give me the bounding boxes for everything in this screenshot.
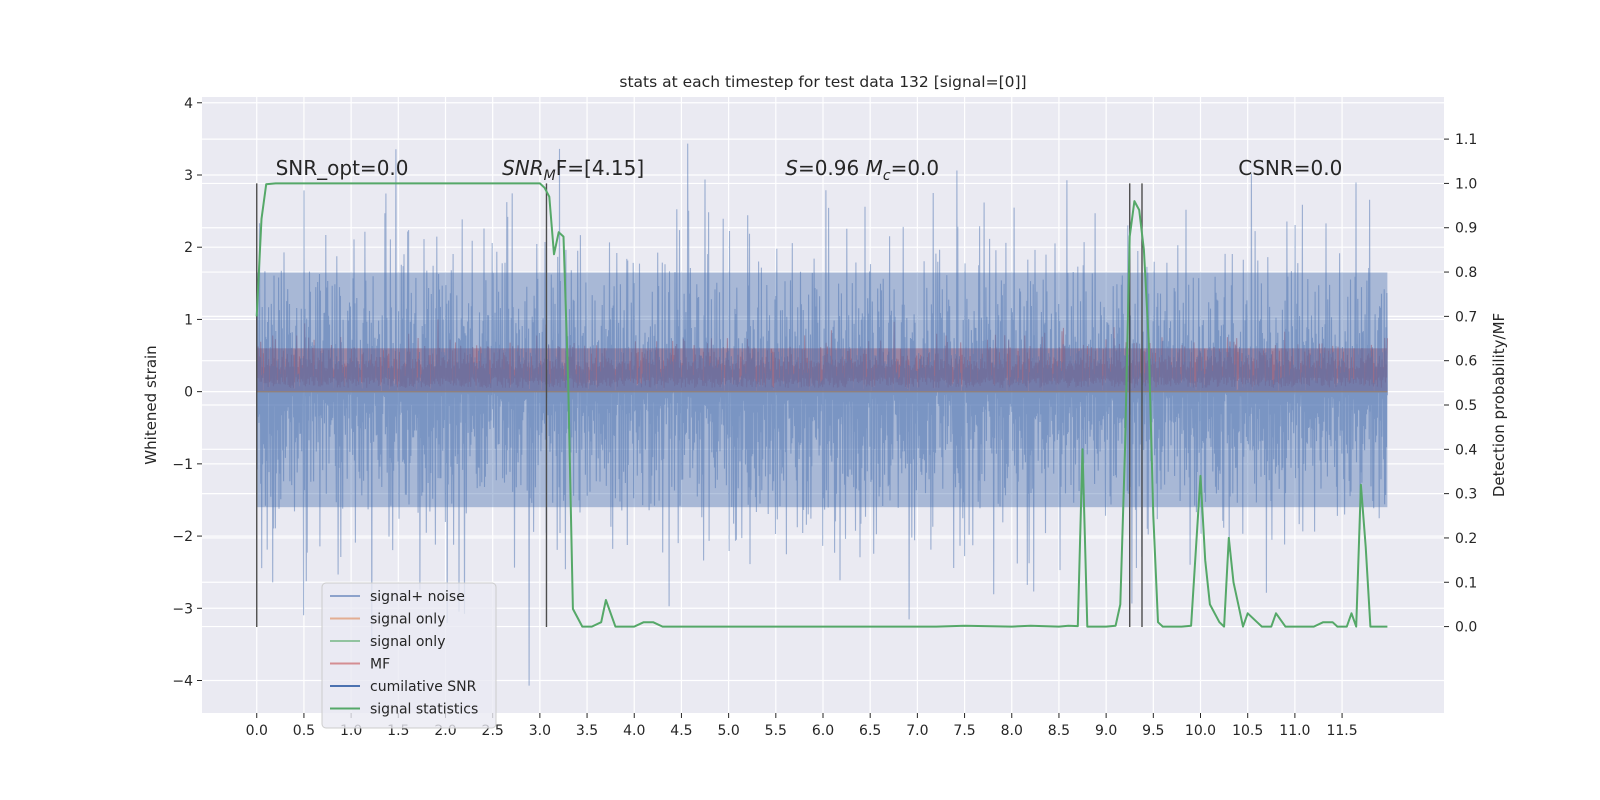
annotation-part: c: [883, 168, 891, 184]
x-tick-label: 6.5: [859, 723, 881, 739]
y-axis-label: Whitened strain: [142, 345, 160, 464]
legend-label: signal statistics: [370, 702, 478, 718]
legend-label: MF: [370, 657, 390, 673]
x-tick-label: 0.5: [293, 723, 315, 739]
x-tick-label: 10.0: [1185, 723, 1216, 739]
x-tick-label: 8.5: [1048, 723, 1070, 739]
annotation-part: M: [866, 156, 883, 180]
y-tick-label: 1: [184, 312, 193, 328]
annotation-snr_mf: SNRMF=[4.15]: [502, 156, 644, 184]
x-tick-label: 7.5: [953, 723, 975, 739]
x-tick-label: 9.5: [1142, 723, 1164, 739]
annotations: SNR_opt=0.0 SNRMF=[4.15] S=0.96 Mc=0.0 CSNR…: [276, 156, 1343, 184]
y-tick-label: −2: [172, 529, 193, 545]
annotation-part: S: [785, 156, 798, 180]
y-tick-label: 4: [184, 96, 193, 112]
x-tick-label: 11.5: [1326, 723, 1357, 739]
signal-statistics-series: [255, 182, 1388, 628]
legend-label: signal only: [370, 612, 445, 628]
x-tick-label: 3.5: [576, 723, 598, 739]
y2-tick-label: 0.5: [1455, 398, 1477, 414]
y2-tick-label: 0.6: [1455, 354, 1477, 370]
signal-statistics-line: [255, 182, 1388, 628]
annotation-part: M: [544, 168, 556, 184]
y2-tick-label: 0.7: [1455, 309, 1477, 325]
annotation-part: =0.0: [891, 156, 940, 180]
y-tick-label: −4: [172, 674, 193, 690]
x-tick-label: 7.0: [906, 723, 928, 739]
y2-tick-label: 0.8: [1455, 265, 1477, 281]
y2-tick-label: 0.3: [1455, 487, 1477, 503]
y2-tick-label: 0.4: [1455, 442, 1477, 458]
y-tick-label: 3: [184, 168, 193, 184]
x-tick-label: 10.5: [1232, 723, 1263, 739]
x-tick-label: 6.0: [812, 723, 834, 739]
x-tick-label: 8.0: [1001, 723, 1023, 739]
y2-tick-label: 1.0: [1455, 176, 1477, 192]
annotation-s_mc: S=0.96 Mc=0.0: [785, 156, 939, 184]
y2-tick-label: 1.1: [1455, 132, 1477, 148]
signal-noise-series: [256, 143, 1388, 686]
legend-box: [321, 582, 497, 729]
x-tick-label: 5.5: [765, 723, 787, 739]
y-tick-label: 2: [184, 240, 193, 256]
chart-title: stats at each timestep for test data 132…: [619, 73, 1026, 91]
legend-label: signal only: [370, 634, 445, 650]
x-tick-label: 9.0: [1095, 723, 1117, 739]
x-tick-label: 11.0: [1279, 723, 1310, 739]
y2-tick-label: 0.0: [1455, 620, 1477, 636]
x-tick-label: 5.0: [717, 723, 739, 739]
annotation-part: F=[4.15]: [556, 156, 644, 180]
annotation-snr_opt: SNR_opt=0.0: [276, 156, 409, 180]
annotation-part: =0.96: [798, 156, 866, 180]
x-tick-label: 4.5: [670, 723, 692, 739]
legend-label: cumilative SNR: [370, 679, 477, 695]
y2-tick-label: 0.2: [1455, 531, 1477, 547]
x-tick-label: 0.0: [246, 723, 268, 739]
y-tick-label: −1: [172, 457, 193, 473]
y-tick-label: 0: [184, 385, 193, 401]
x-tick-label: 3.0: [529, 723, 551, 739]
signal-noise-core: [256, 272, 1388, 508]
x-tick-label: 4.0: [623, 723, 645, 739]
annotation-part: SNR: [502, 156, 544, 180]
y-tick-label: −3: [172, 601, 193, 617]
y2-axis-label: Detection probability/MF: [1490, 313, 1508, 497]
y2-tick-label: 0.9: [1455, 221, 1477, 237]
annotation-csnr: CSNR=0.0: [1238, 156, 1342, 180]
legend: signal+ noise signal only signal only MF cum…: [321, 582, 497, 729]
y2-tick-label: 0.1: [1455, 575, 1477, 591]
legend-label: signal+ noise: [370, 589, 465, 605]
axis-ticks: 0.0 0.5 1.0 1.5 2.0 2.5 3.0 3.5 4.0 4.5 5.0 5.5 6.0 6…: [172, 96, 1477, 739]
